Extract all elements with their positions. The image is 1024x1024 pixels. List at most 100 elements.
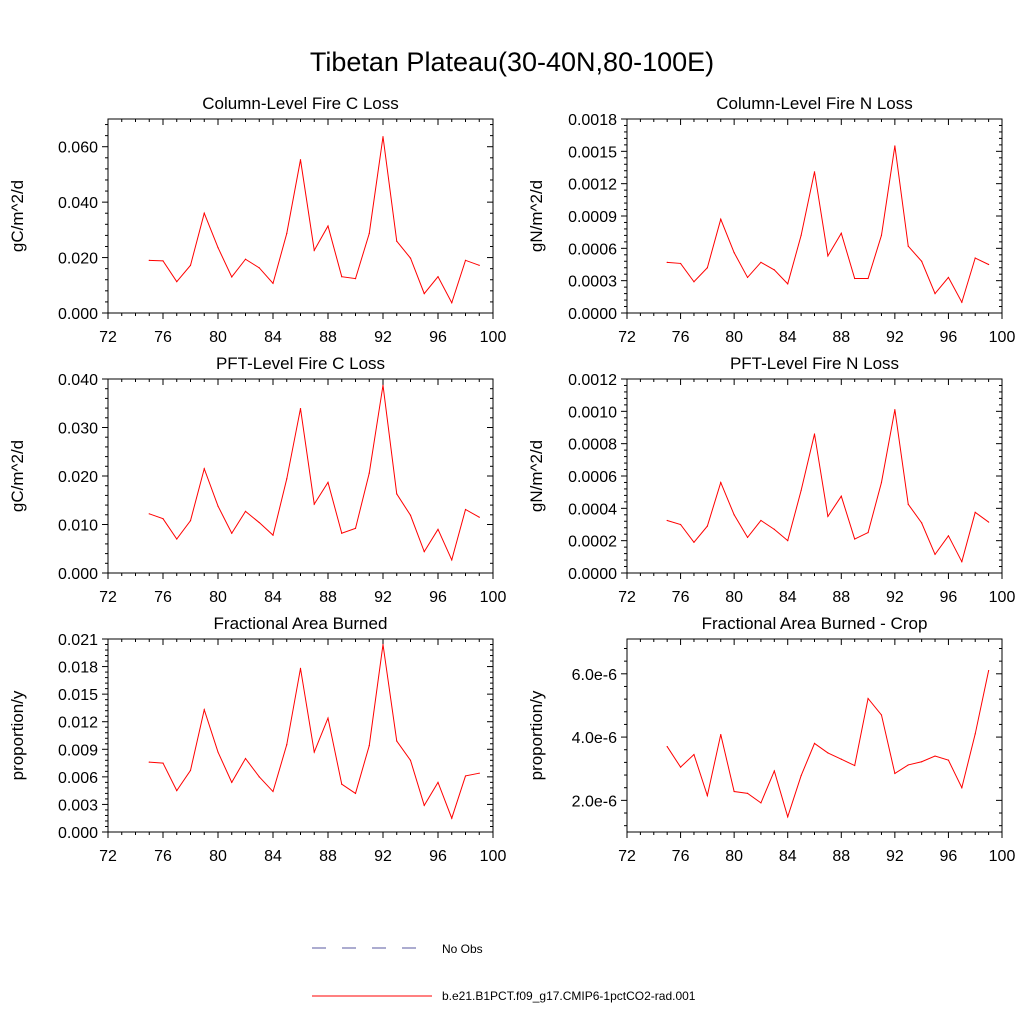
data-point [988,670,990,672]
x-tick-label: 80 [725,329,743,346]
y-tick-label: 0.000 [58,566,98,583]
y-tick-label: 0.000 [58,306,98,323]
data-point [176,538,178,540]
data-point [272,790,274,793]
x-tick-label: 88 [319,589,337,606]
data-point [934,553,936,556]
x-tick-label: 72 [618,589,636,606]
data-point [286,232,288,235]
data-point [666,519,668,522]
data-point [907,764,909,766]
data-point [423,293,425,295]
data-point [382,384,384,386]
x-tick-label: 92 [886,848,904,865]
data-point [880,234,883,236]
data-point [934,755,936,757]
data-point [176,281,178,283]
data-point [313,503,315,505]
data-point [313,249,315,251]
data-point [974,257,976,259]
data-point [800,489,802,492]
data-point [148,761,150,763]
data-point [921,260,923,262]
data-point [423,804,425,806]
x-tick-label: 96 [429,848,447,865]
panel-title: Fractional Area Burned - Crop [702,614,928,633]
legend-label-model: b.e21.B1PCT.f09_g17.CMIP6-1pctCO2-rad.00… [442,989,696,1003]
y-tick-label: 0.0010 [568,404,617,421]
data-point [217,246,219,249]
data-point [773,269,775,271]
data-point [787,816,789,818]
data-point [907,503,909,505]
x-tick-label: 76 [672,848,690,865]
data-point [854,764,856,767]
data-point [382,643,384,646]
x-tick-label: 96 [940,329,958,346]
data-point [478,772,480,774]
data-point [947,276,950,279]
data-point [961,787,963,789]
y-tick-label: 6.0e-6 [572,667,617,684]
x-tick-label: 88 [319,329,337,346]
panel-title: Column-Level Fire C Loss [202,94,399,113]
data-point [840,495,842,497]
y-tick-label: 0.020 [58,251,98,268]
data-point [299,407,302,410]
data-point [894,772,896,775]
legend: No Obs b.e21.B1PCT.f09_g17.CMIP6-1pctCO2… [312,942,696,1003]
y-tick-label: 0.009 [58,742,98,759]
data-point [746,536,749,539]
x-tick-label: 96 [429,329,447,346]
data-point [272,534,274,536]
x-tick-label: 76 [154,589,172,606]
y-tick-label: 0.0000 [568,306,617,323]
data-point [921,761,923,763]
data-point [176,790,178,792]
x-tick-label: 100 [989,589,1016,606]
x-tick-label: 80 [209,329,227,346]
data-point [258,521,260,524]
data-point [827,752,829,754]
x-tick-label: 100 [989,329,1016,346]
data-point [974,733,976,735]
x-tick-label: 88 [832,848,850,865]
data-point [854,538,856,540]
x-tick-label: 88 [832,589,850,606]
data-point [203,468,205,470]
data-point [148,259,150,261]
data-point [327,481,329,483]
data-point [760,802,762,804]
figure-title: Tibetan Plateau(30-40N,80-100E) [310,47,714,77]
data-point [720,481,722,484]
data-point [341,532,343,534]
data-point [217,751,219,753]
data-point [988,263,990,266]
data-point [244,757,247,760]
data-point [934,293,936,295]
x-tick-label: 84 [779,848,797,865]
y-tick-label: 0.0008 [568,437,617,454]
x-tick-label: 92 [374,329,392,346]
data-point [451,559,453,561]
data-point [813,171,816,173]
y-axis-label: gC/m^2/d [8,180,27,252]
x-tick-label: 100 [480,329,507,346]
data-point [961,561,963,563]
x-tick-label: 92 [886,329,904,346]
data-point [679,523,682,526]
panel-title: Fractional Area Burned [214,614,388,633]
y-tick-label: 0.0004 [568,501,617,518]
chart-panel-6: 72 76 80 84 88 92 96 100 2.0e-6 4.0e-6 6.0e-6 Fract… [527,614,1015,865]
data-point [478,516,480,518]
data-point [162,260,164,262]
data-point [693,281,695,283]
data-point [867,277,869,280]
data-point [162,518,164,520]
data-point [258,776,260,778]
data-point [666,261,668,263]
data-point [706,525,708,527]
data-point [189,520,192,522]
data-point [327,225,329,227]
